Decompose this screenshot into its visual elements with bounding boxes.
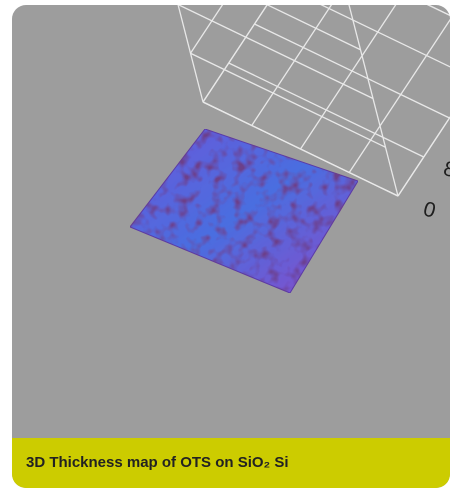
grid-line: [202, 101, 399, 197]
grid-line: [254, 23, 450, 119]
grid-line: [202, 5, 268, 103]
grid-line: [299, 5, 397, 150]
y-tick-label: 0: [421, 197, 438, 222]
y-tick-label: 80: [441, 157, 450, 185]
grid-line: [228, 62, 425, 158]
chart: 1002003004000801602403200255075100micron…: [129, 5, 450, 294]
axis-line: [177, 5, 204, 103]
axis-line: [348, 5, 399, 197]
x-tick-label: 300: [445, 5, 450, 14]
grid-line: [266, 5, 361, 51]
grid-line: [177, 5, 374, 100]
grid-line: [189, 5, 224, 54]
panel: 1002003004000801602403200255075100micron…: [12, 5, 450, 488]
grid-line: [190, 52, 386, 148]
thickness-surface: [129, 128, 359, 294]
axis-line: [202, 5, 268, 103]
grid-line: [320, 5, 450, 68]
caption: 3D Thickness map of OTS on SiO₂ Si: [12, 438, 450, 488]
